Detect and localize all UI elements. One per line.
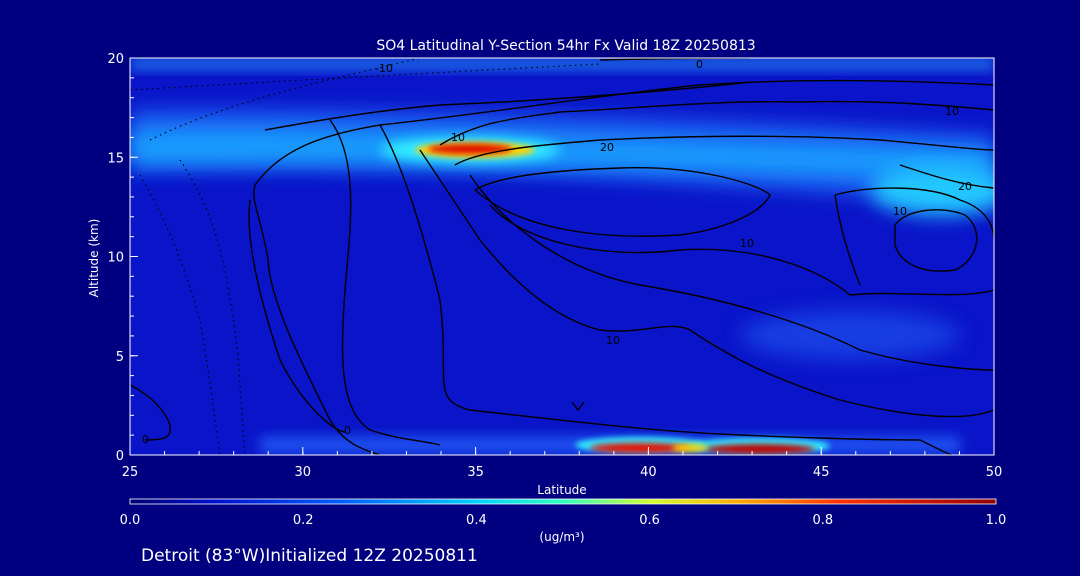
y-axis-label: Altitude (km) <box>87 219 101 298</box>
contour-line <box>253 184 381 455</box>
contour-line <box>130 63 601 91</box>
x-tick-label: 40 <box>640 465 657 480</box>
contour-line <box>454 135 994 166</box>
contour-line <box>489 204 994 296</box>
plot-area: 10 20 10 20 10 10 10 0 0 0 -10 <box>130 58 994 455</box>
contour-labels: 10 20 10 20 10 10 10 0 0 0 -10 <box>142 58 972 446</box>
colorbar-tick-label: 1.0 <box>986 513 1007 528</box>
colorbar-tick-label: 0.0 <box>120 513 141 528</box>
y-axis: 0 5 10 15 20 <box>107 52 138 464</box>
colorbar-tick-label: 0.6 <box>639 513 660 528</box>
contour-line <box>899 164 994 189</box>
colorbar-tick-label: 0.4 <box>466 513 487 528</box>
contour-label: 10 <box>945 105 959 118</box>
field-mid-patch <box>740 310 960 360</box>
colorbar-label: (ug/m³) <box>539 530 584 544</box>
contour-line <box>264 81 751 131</box>
contour-line <box>329 119 441 446</box>
contour-label: 20 <box>600 141 614 154</box>
y-tick-label: 20 <box>107 52 124 67</box>
field-surface-core-2 <box>705 444 815 454</box>
x-tick-label: 45 <box>813 465 830 480</box>
x-tick-label: 50 <box>986 465 1003 480</box>
contour-line <box>419 149 994 418</box>
contour-line <box>379 124 953 455</box>
concentration-field <box>130 58 994 454</box>
contour-line <box>834 187 994 241</box>
y-tick-label: 15 <box>107 151 124 166</box>
contour-line <box>248 199 346 433</box>
field-east-patch <box>870 165 994 215</box>
chart-title: SO4 Latitudinal Y-Section 54hr Fx Valid … <box>376 38 755 54</box>
contour-label: 10 <box>606 334 620 347</box>
field-surface-core-1 <box>590 443 690 453</box>
contour-label: 0 <box>142 433 149 446</box>
contour-line <box>179 159 246 455</box>
contour-line <box>130 384 172 441</box>
y-tick-label: 5 <box>116 350 124 365</box>
contour-label: 20 <box>958 180 972 193</box>
colorbar-tick-label: 0.8 <box>812 513 833 528</box>
x-axis-label: Latitude <box>537 483 586 497</box>
colorbar-ticks: 0.0 0.2 0.4 0.6 0.8 1.0 <box>120 513 1007 528</box>
contour-line <box>473 167 771 237</box>
colorbar-gradient <box>129 498 997 505</box>
contour-line <box>894 209 978 272</box>
x-tick-label: 25 <box>122 465 139 480</box>
field-jet-core <box>428 144 512 154</box>
contour-label: 10 <box>451 131 465 144</box>
colorbar: 0.0 0.2 0.4 0.6 0.8 1.0 (ug/m³) <box>120 498 1007 544</box>
footer-location: Detroit (83°W)Initialized 12Z 20250811 <box>141 546 478 566</box>
x-tick-label: 35 <box>467 465 484 480</box>
field-upper-core <box>130 129 994 180</box>
contour-line <box>469 174 994 371</box>
field-top-band <box>130 58 994 70</box>
contour-line <box>439 100 994 146</box>
contour-label: -10 <box>375 62 393 75</box>
field-surface-yellow <box>672 444 708 452</box>
y-tick-label: 0 <box>116 449 124 464</box>
contour-line <box>254 79 994 186</box>
contour-label: 10 <box>893 205 907 218</box>
contours <box>130 58 994 455</box>
colorbar-tick-label: 0.2 <box>293 513 314 528</box>
contour-label: 0 <box>696 58 703 71</box>
contour-label: 0 <box>344 424 351 437</box>
contour-label: 10 <box>740 237 754 250</box>
x-axis: 25 30 35 40 45 50 <box>122 447 1003 480</box>
x-tick-label: 30 <box>295 465 312 480</box>
contour-line <box>571 401 585 412</box>
contour-line <box>834 194 861 286</box>
y-tick-label: 10 <box>107 251 124 266</box>
